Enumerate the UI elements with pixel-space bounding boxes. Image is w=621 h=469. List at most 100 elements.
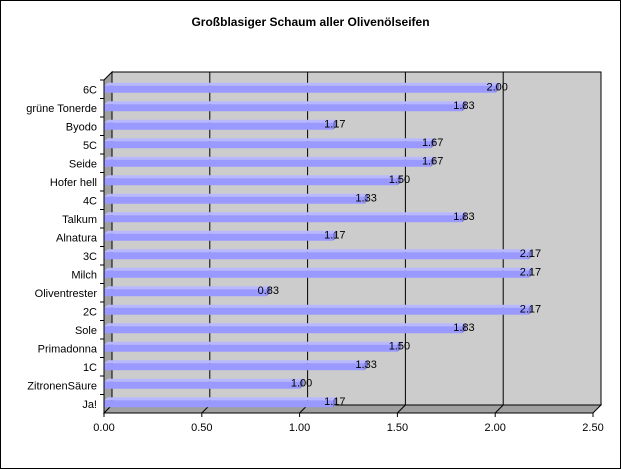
data-label: 1.33 [355,192,376,204]
bar-end [364,193,369,204]
category-label: Alnatura [56,232,98,244]
bar-end [495,82,500,93]
bar [104,233,333,241]
data-label: 1.83 [453,322,474,334]
data-label: 0.83 [258,285,279,297]
chart-title: Großblasiger Schaum aller Olivenölseifen [191,15,430,29]
bar-top [104,323,466,327]
category-label: 1C [83,362,97,374]
bar-top [104,286,271,290]
bar-end [364,360,369,371]
bar [104,196,365,204]
bar-end [461,323,466,334]
bar-end [397,341,402,352]
bar [104,307,529,315]
data-label: 1.50 [389,340,410,352]
category-label: Sole [75,325,97,337]
x-tick-label: 0.50 [191,422,212,434]
bar [104,326,462,334]
category-label: ZitronenSäure [27,380,97,392]
x-tick-label: 1.00 [289,422,310,434]
bar-end [332,397,337,408]
category-label: Seide [69,158,97,170]
x-tick-label: 2.00 [484,422,505,434]
bar [104,122,333,130]
bar-top [104,138,435,142]
x-tick-label: 2.50 [582,422,603,434]
bar-top [104,249,533,253]
bar [104,270,529,278]
category-label: 2C [83,306,97,318]
category-label: Byodo [66,121,97,133]
bar-end [430,156,435,167]
data-label: 2.17 [520,248,541,260]
category-label: Milch [71,269,97,281]
bar-end [266,286,271,297]
bar [104,85,496,93]
data-label: 2.00 [486,81,507,93]
data-label: 1.83 [453,100,474,112]
category-label: grüne Tonerde [26,103,97,115]
bar-end [528,267,533,278]
bar-top [104,304,533,308]
bar-end [461,212,466,223]
bar [104,178,398,186]
bar-end [461,101,466,112]
data-label: 1.17 [324,229,345,241]
x-tick-label: 0.00 [93,422,114,434]
bar-top [104,119,337,123]
bar-top [104,156,435,160]
category-label: 5C [83,140,97,152]
bar-end [430,138,435,149]
category-label: 6C [83,84,97,96]
bar-top [104,360,369,364]
category-label: Talkum [62,214,97,226]
bar-top [104,175,402,179]
bar-top [104,230,337,234]
category-label: 4C [83,195,97,207]
bar [104,363,365,371]
bar-end [332,230,337,241]
bar-end [397,175,402,186]
category-label: Oliventrester [35,288,98,300]
bar [104,289,267,297]
gridline-floor [397,404,406,414]
bar-top [104,212,466,216]
category-label: Primadonna [38,343,98,355]
data-label: 1.17 [324,118,345,130]
bar-top [104,267,533,271]
bar [104,215,462,223]
bar-end [528,304,533,315]
category-label: 3C [83,251,97,263]
bar-top [104,101,466,105]
category-label: Ja! [82,399,97,411]
bar-top [104,397,337,401]
gridline-floor [494,404,504,414]
bar [104,252,529,260]
bar [104,104,462,112]
bar [104,381,300,389]
bar-top [104,378,304,382]
data-label: 1.17 [324,396,345,408]
bar-end [299,378,304,389]
bar-top [104,82,500,86]
bar-end [528,249,533,260]
data-label: 1.83 [453,211,474,223]
bar [104,400,333,408]
bar [104,141,431,149]
data-label: 1.00 [291,377,312,389]
bar [104,159,431,167]
bar [104,344,398,352]
bar-top [104,193,369,197]
data-label: 2.17 [520,303,541,315]
data-label: 1.50 [389,174,410,186]
data-label: 2.17 [520,266,541,278]
bar-end [332,119,337,130]
data-label: 1.67 [422,137,443,149]
data-label: 1.67 [422,155,443,167]
category-label: Hofer hell [50,177,97,189]
bar-top [104,341,402,345]
x-tick-label: 1.50 [387,422,408,434]
data-label: 1.33 [355,359,376,371]
